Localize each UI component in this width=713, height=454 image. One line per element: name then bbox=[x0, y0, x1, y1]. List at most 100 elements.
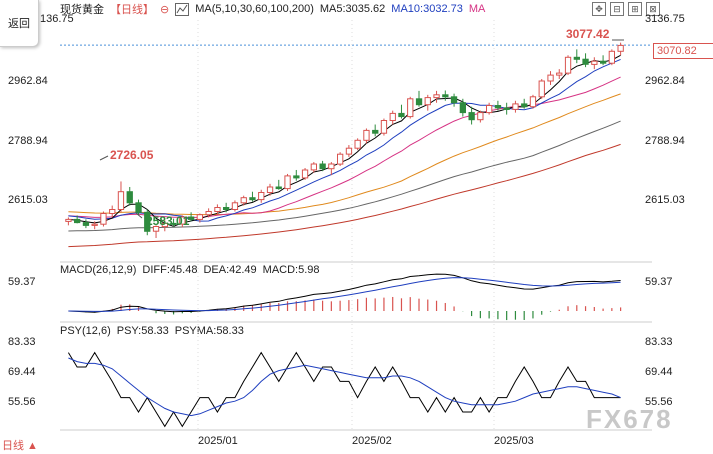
candle-body bbox=[74, 218, 81, 224]
candle-body bbox=[214, 207, 221, 212]
candle-body bbox=[301, 169, 309, 179]
candle-body bbox=[328, 163, 335, 170]
candle-body bbox=[608, 50, 616, 64]
x-axis-label: 2025/03 bbox=[494, 435, 534, 447]
ma200-line bbox=[68, 143, 621, 248]
candle-body bbox=[372, 129, 379, 134]
mid-high-marker bbox=[99, 155, 109, 161]
ma10-value: MA10:3032.73 bbox=[391, 3, 463, 15]
macd-title: MACD(26,12,9) bbox=[60, 264, 137, 276]
psy-axis-left: 55.56 bbox=[8, 396, 36, 408]
candle-body bbox=[249, 197, 256, 201]
candle-body bbox=[468, 112, 475, 121]
candle-body bbox=[477, 112, 484, 121]
ma10-line bbox=[68, 58, 621, 222]
candle-body bbox=[284, 175, 291, 190]
price-axis-top-cut: 136.75 bbox=[40, 13, 74, 25]
back-button[interactable]: 返回 bbox=[0, 0, 39, 47]
macd-axis-right: 59.37 bbox=[645, 276, 673, 288]
candle-body bbox=[65, 218, 72, 222]
candle-body bbox=[188, 216, 195, 220]
candle-body bbox=[521, 103, 528, 108]
candle-body bbox=[433, 94, 440, 99]
candle-body bbox=[82, 222, 90, 226]
symbol-name: 现货黄金 bbox=[60, 4, 104, 16]
candle-body bbox=[345, 147, 353, 155]
macd-value: MACD:5.98 bbox=[262, 264, 320, 276]
psy-axis-right: 69.44 bbox=[645, 366, 673, 378]
x-axis-label: 2025/01 bbox=[198, 435, 238, 447]
psyma-line bbox=[68, 357, 621, 417]
candle-body bbox=[354, 139, 361, 149]
candle-body bbox=[547, 74, 554, 82]
price-axis-label: 3136.75 bbox=[645, 13, 685, 25]
candle-body bbox=[389, 112, 396, 122]
psy-title: PSY(12,6) bbox=[60, 325, 111, 337]
current-price-tag: 3070.82 bbox=[653, 43, 713, 59]
candle-body bbox=[573, 56, 581, 60]
crosshair-icon[interactable]: ✥ bbox=[592, 2, 606, 16]
candle-body bbox=[486, 105, 493, 114]
candle-body bbox=[459, 102, 467, 114]
candle-body bbox=[231, 202, 239, 211]
candle-body bbox=[170, 222, 177, 225]
candle-body bbox=[152, 226, 160, 232]
candle-body bbox=[503, 107, 510, 111]
candle-body bbox=[266, 186, 274, 193]
low-marker bbox=[135, 212, 143, 219]
ma-chart-icon[interactable] bbox=[175, 2, 190, 16]
candle-body bbox=[450, 96, 458, 104]
candle-body bbox=[512, 103, 519, 110]
candle-body bbox=[337, 153, 344, 165]
candle-body bbox=[442, 94, 449, 98]
ma5-line bbox=[68, 54, 621, 227]
macd-header: MACD(26,12,9) DIFF:45.48 DEA:42.49 MACD:… bbox=[60, 264, 320, 278]
minimize-icon[interactable]: ⊟ bbox=[610, 2, 624, 16]
ma-params: MA(5,10,30,60,100,200) bbox=[195, 3, 314, 15]
candle-body bbox=[529, 96, 537, 108]
macd-diff: DIFF:45.48 bbox=[142, 264, 198, 276]
macd-dea-line bbox=[68, 277, 621, 312]
candle-body bbox=[310, 163, 318, 171]
candle-body bbox=[293, 175, 300, 179]
candle-body bbox=[196, 214, 203, 220]
restore-icon[interactable]: ⊞ bbox=[628, 2, 642, 16]
candle-body bbox=[582, 58, 589, 65]
period-label[interactable]: 【日线】 bbox=[110, 4, 154, 16]
macd-axis-left: 59.37 bbox=[8, 276, 36, 288]
close-icon[interactable]: ⊠ bbox=[646, 2, 660, 16]
psy-axis-left: 69.44 bbox=[8, 366, 36, 378]
psy-axis-right: 83.33 bbox=[645, 336, 673, 348]
price-axis-label-left: 2615.03 bbox=[8, 194, 48, 206]
psy-header: PSY(12,6) PSY:58.33 PSYMA:58.33 bbox=[60, 325, 244, 339]
candle-body bbox=[144, 211, 151, 232]
psy-value: PSY:58.33 bbox=[116, 325, 169, 337]
candle-body bbox=[275, 186, 282, 190]
ma100-line bbox=[68, 120, 621, 232]
price-axis-label: 2615.03 bbox=[645, 194, 685, 206]
candle-body bbox=[591, 60, 598, 65]
candle-body bbox=[135, 202, 142, 213]
candle-body bbox=[556, 72, 563, 76]
low-annotation: 2583.01 bbox=[146, 214, 190, 228]
psy-axis-right: 55.56 bbox=[645, 396, 673, 408]
mid-high-annotation: 2726.05 bbox=[110, 148, 154, 162]
x-axis-label: 2025/02 bbox=[352, 435, 392, 447]
ma-extra-label: MA bbox=[468, 3, 486, 15]
price-axis-label-left: 2962.84 bbox=[8, 75, 48, 87]
candle-body bbox=[126, 191, 133, 204]
macd-dea: DEA:42.49 bbox=[203, 264, 257, 276]
candle-body bbox=[223, 207, 230, 210]
high-annotation: 3077.42 bbox=[566, 27, 610, 41]
price-axis-label: 2962.84 bbox=[645, 75, 685, 87]
candle-body bbox=[415, 98, 423, 106]
price-axis-label-left: 2788.94 bbox=[8, 135, 48, 147]
price-axis-label: 2788.94 bbox=[645, 135, 685, 147]
candle-body bbox=[179, 216, 186, 225]
candle-body bbox=[258, 192, 265, 201]
candle-body bbox=[205, 211, 212, 216]
cycle-icon[interactable]: ⊖ bbox=[160, 3, 170, 16]
period-tab[interactable]: 日线 ▲ bbox=[2, 440, 38, 452]
candle-body bbox=[407, 98, 414, 118]
